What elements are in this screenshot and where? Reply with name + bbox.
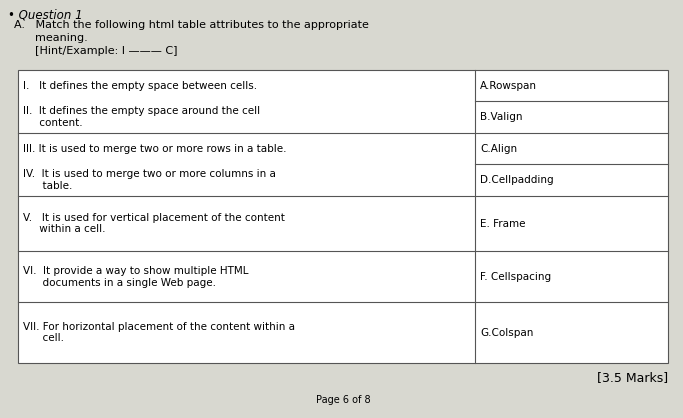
Text: A.Rowspan: A.Rowspan — [480, 81, 537, 91]
Text: B.Valign: B.Valign — [480, 112, 522, 122]
Text: II.  It defines the empty space around the cell
     content.: II. It defines the empty space around th… — [23, 106, 260, 128]
Text: Page 6 of 8: Page 6 of 8 — [316, 395, 370, 405]
Text: meaning.: meaning. — [14, 33, 87, 43]
Text: G.Colspan: G.Colspan — [480, 328, 533, 338]
Text: V.   It is used for vertical placement of the content
     within a cell.: V. It is used for vertical placement of … — [23, 213, 285, 234]
Text: VI.  It provide a way to show multiple HTML
      documents in a single Web page: VI. It provide a way to show multiple HT… — [23, 266, 249, 288]
Text: D.Cellpadding: D.Cellpadding — [480, 175, 554, 185]
Text: III. It is used to merge two or more rows in a table.: III. It is used to merge two or more row… — [23, 143, 286, 153]
Text: • Question 1: • Question 1 — [8, 8, 83, 21]
Text: I.   It defines the empty space between cells.: I. It defines the empty space between ce… — [23, 81, 257, 91]
Text: E. Frame: E. Frame — [480, 219, 525, 229]
Text: F. Cellspacing: F. Cellspacing — [480, 272, 551, 282]
Text: [Hint/Example: I ——— C]: [Hint/Example: I ——— C] — [14, 46, 178, 56]
Bar — [18, 70, 668, 363]
Text: IV.  It is used to merge two or more columns in a
      table.: IV. It is used to merge two or more colu… — [23, 169, 276, 191]
Text: C.Align: C.Align — [480, 143, 517, 153]
Text: A.   Match the following html table attributes to the appropriate: A. Match the following html table attrib… — [14, 20, 369, 30]
Text: [3.5 Marks]: [3.5 Marks] — [597, 371, 668, 384]
Text: VII. For horizontal placement of the content within a
      cell.: VII. For horizontal placement of the con… — [23, 322, 295, 343]
